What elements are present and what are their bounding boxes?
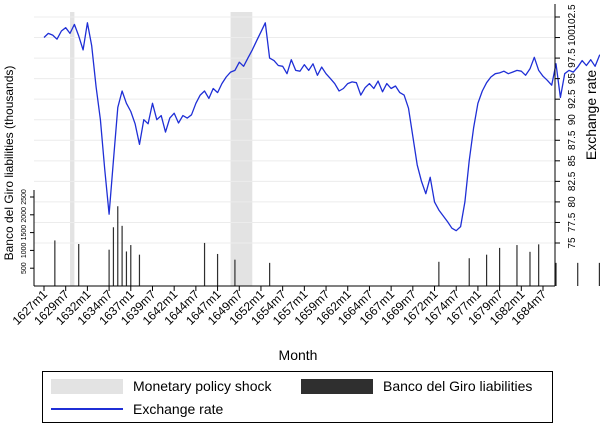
right-tick-label: 100 xyxy=(567,29,578,46)
right-tick-label: 77.5 xyxy=(567,212,578,232)
legend-swatch-shock xyxy=(51,378,123,394)
shock-band-2 xyxy=(230,12,253,286)
right-tick-label: 75 xyxy=(567,237,578,249)
legend-label-line: Exchange rate xyxy=(133,401,224,417)
right-tick-label: 92.5 xyxy=(567,89,578,109)
right-axis-label: Exchange rate xyxy=(583,70,599,160)
chart-legend: Monetary policy shock Banco del Giro lia… xyxy=(42,371,553,423)
legend-label-bars: Banco del Giro liabilities xyxy=(383,378,533,394)
right-tick-label: 90 xyxy=(567,114,578,126)
left-tick-labels: 500 1000 1500 2000 2500 xyxy=(21,189,34,274)
legend-label-shock: Monetary policy shock xyxy=(133,378,272,394)
legend-item-shock: Monetary policy shock xyxy=(51,378,272,394)
liabilities-bars xyxy=(54,206,600,286)
right-tick-label: 87.5 xyxy=(567,130,578,150)
left-tick-label: 2000 xyxy=(21,207,28,223)
legend-swatch-bars xyxy=(301,378,373,394)
right-tick-label: 80 xyxy=(567,196,578,208)
right-tick-label: 82.5 xyxy=(567,171,578,191)
shock-band-1 xyxy=(70,12,75,286)
left-tick-label: 500 xyxy=(21,262,28,274)
right-tick-label: 85 xyxy=(567,155,578,167)
legend-swatch-line xyxy=(51,408,123,410)
legend-item-bars: Banco del Giro liabilities xyxy=(301,378,532,394)
x-axis-label: Month xyxy=(279,347,318,363)
axes xyxy=(33,4,556,287)
left-tick-label: 1000 xyxy=(21,243,28,259)
x-tick-labels: 1627m11629m71632m11634m71637m11639m71642… xyxy=(10,286,549,328)
legend-item-line: Exchange rate xyxy=(51,401,223,417)
shock-bands xyxy=(70,12,253,286)
right-tick-label: 95 xyxy=(567,73,578,85)
gridlines xyxy=(34,16,555,244)
left-tick-label: 1500 xyxy=(21,225,28,241)
right-tick-label: 97.5 xyxy=(567,48,578,68)
right-tick-label: 102.5 xyxy=(567,4,578,29)
left-tick-label: 2500 xyxy=(21,189,28,205)
left-axis-label: Banco del Giro liabilities (thousands) xyxy=(2,66,16,261)
exchange-rate-line xyxy=(43,22,600,232)
